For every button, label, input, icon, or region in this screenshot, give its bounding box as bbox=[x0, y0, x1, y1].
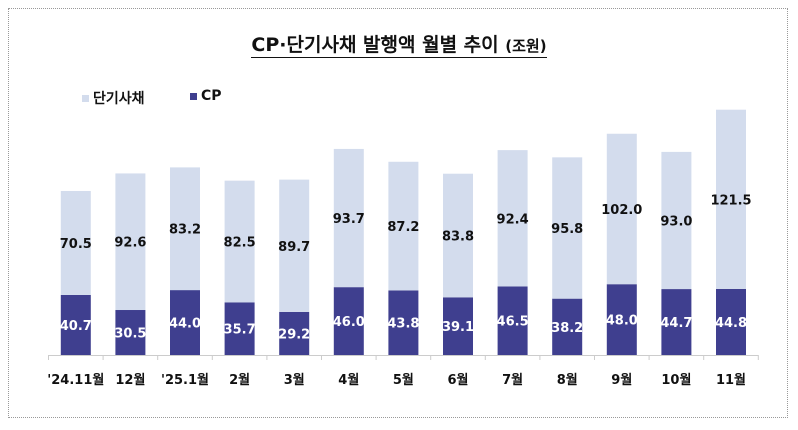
bar-cp bbox=[388, 290, 419, 355]
bar-short-term-bond bbox=[115, 173, 146, 311]
data-label-cp: 44.0 bbox=[169, 317, 201, 332]
data-label-short-term-bond: 83.2 bbox=[169, 223, 201, 238]
bar-short-term-bond bbox=[606, 133, 637, 285]
data-label-cp: 43.8 bbox=[387, 317, 419, 332]
legend-label: CP bbox=[201, 88, 222, 104]
bar-short-term-bond bbox=[552, 157, 583, 299]
data-label-short-term-bond: 70.5 bbox=[60, 237, 92, 252]
data-label-short-term-bond: 102.0 bbox=[601, 203, 642, 218]
x-tick-label: 6월 bbox=[447, 372, 468, 388]
bar-cp bbox=[333, 287, 364, 355]
title-text: CP·단기사채 발행액 월별 추이 bbox=[251, 34, 499, 56]
data-label-short-term-bond: 82.5 bbox=[224, 235, 256, 250]
x-tick-label: 4월 bbox=[338, 372, 359, 388]
title-unit: (조원) bbox=[505, 37, 547, 55]
data-label-cp: 44.8 bbox=[715, 316, 747, 331]
legend-label: 단기사채 bbox=[93, 91, 145, 107]
x-tick-label: 5월 bbox=[393, 372, 414, 388]
data-label-cp: 30.5 bbox=[114, 327, 146, 342]
bar-short-term-bond bbox=[388, 161, 419, 291]
bar-short-term-bond bbox=[224, 180, 255, 303]
legend-item-short-term-bond: 단기사채 bbox=[82, 88, 145, 108]
bar-cp bbox=[606, 284, 637, 355]
x-tick-label: 8월 bbox=[557, 372, 578, 388]
bar-cp bbox=[224, 302, 255, 355]
x-tick-label: 9월 bbox=[611, 372, 632, 388]
data-label-short-term-bond: 92.6 bbox=[114, 236, 146, 251]
data-label-short-term-bond: 93.7 bbox=[333, 212, 365, 227]
data-label-cp: 44.7 bbox=[660, 316, 692, 331]
data-label-short-term-bond: 93.0 bbox=[660, 214, 692, 229]
data-label-short-term-bond: 87.2 bbox=[387, 220, 419, 235]
chart-frame bbox=[8, 8, 788, 418]
data-label-cp: 29.2 bbox=[278, 327, 310, 342]
bar-short-term-bond bbox=[170, 167, 200, 291]
data-label-cp: 46.0 bbox=[333, 315, 365, 330]
bar-cp bbox=[170, 290, 200, 355]
bar-cp bbox=[443, 297, 473, 355]
data-label-cp: 35.7 bbox=[224, 323, 256, 338]
bar-short-term-bond bbox=[333, 148, 364, 288]
data-label-short-term-bond: 95.8 bbox=[551, 222, 583, 237]
data-label-cp: 39.1 bbox=[442, 320, 474, 335]
bar-short-term-bond bbox=[279, 179, 310, 312]
x-tick-label: 11월 bbox=[716, 372, 746, 388]
bar-cp bbox=[552, 298, 583, 355]
bar-cp bbox=[60, 294, 91, 355]
legend-swatch bbox=[190, 92, 197, 100]
legend-swatch bbox=[82, 94, 89, 102]
x-tick-label: '24.11월 bbox=[47, 372, 104, 388]
legend-item-cp: CP bbox=[190, 88, 222, 104]
data-label-cp: 38.2 bbox=[551, 321, 583, 336]
x-tick-label: 10월 bbox=[661, 372, 691, 388]
bar-short-term-bond bbox=[443, 173, 473, 298]
data-label-short-term-bond: 92.4 bbox=[497, 212, 529, 227]
bar-cp bbox=[115, 310, 146, 355]
bar-cp bbox=[279, 311, 310, 355]
x-tick-label: 3월 bbox=[284, 372, 305, 388]
bar-short-term-bond bbox=[497, 150, 528, 287]
data-label-cp: 40.7 bbox=[60, 319, 92, 334]
data-label-cp: 46.5 bbox=[497, 315, 529, 330]
x-tick-label: 12월 bbox=[115, 372, 145, 388]
bar-short-term-bond bbox=[716, 109, 746, 289]
bar-short-term-bond bbox=[60, 190, 91, 295]
bar-cp bbox=[497, 286, 528, 355]
data-label-short-term-bond: 83.8 bbox=[442, 230, 474, 245]
bar-cp bbox=[661, 289, 692, 355]
x-tick-label: 7월 bbox=[502, 372, 523, 388]
data-label-short-term-bond: 89.7 bbox=[278, 240, 310, 255]
x-tick-label: 2월 bbox=[229, 372, 250, 388]
bar-cp bbox=[716, 288, 746, 355]
chart-title: CP·단기사채 발행액 월별 추이 (조원) bbox=[0, 30, 798, 58]
data-label-cp: 48.0 bbox=[606, 314, 638, 329]
bar-short-term-bond bbox=[661, 151, 692, 290]
data-label-short-term-bond: 121.5 bbox=[710, 193, 751, 208]
x-tick-label: '25.1월 bbox=[161, 372, 209, 388]
